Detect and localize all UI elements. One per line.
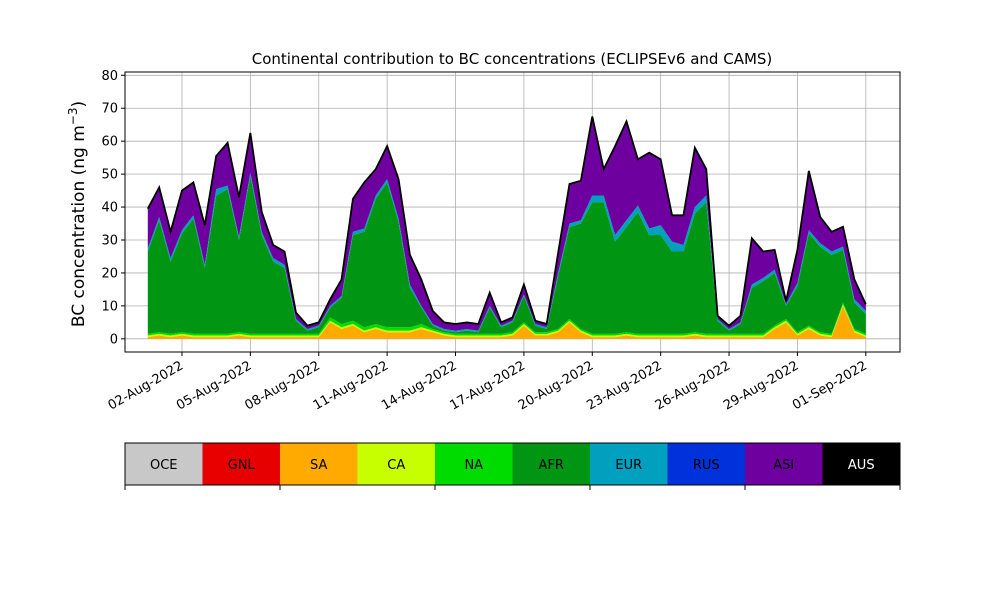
colorbar-swatch-ca <box>357 443 435 485</box>
y-axis-label-superscript: −3 <box>66 107 80 125</box>
colorbar-label-na: NA <box>464 458 483 473</box>
y-axis-label: BC concentration (ng m−3) <box>66 101 89 327</box>
x-tick-label: 05-Aug-2022 <box>174 358 254 413</box>
y-axis-label-text: BC concentration (ng m <box>69 125 89 327</box>
colorbar-label-ca: CA <box>387 458 405 473</box>
chart-title: Continental contribution to BC concentra… <box>252 50 773 68</box>
area-sa <box>147 305 866 339</box>
y-tick-label: 70 <box>101 102 118 117</box>
x-tick-label: 26-Aug-2022 <box>653 358 733 413</box>
x-tick-label: 20-Aug-2022 <box>516 358 596 413</box>
colorbar-frame <box>124 442 901 486</box>
colorbar-swatch-eur <box>590 443 668 485</box>
plot-frame <box>124 71 901 353</box>
stacked-areas <box>146 116 867 339</box>
y-tick-label: 40 <box>101 201 118 216</box>
x-tick-label: 29-Aug-2022 <box>721 358 801 413</box>
y-tick-label: 10 <box>101 299 118 314</box>
x-tick-label: 17-Aug-2022 <box>448 358 528 413</box>
total-line-aus <box>146 116 867 327</box>
colorbar-label-eur: EUR <box>615 458 642 473</box>
area-eur <box>147 172 866 333</box>
y-tick-label: 30 <box>101 234 118 249</box>
colorbar-label-asi: ASI <box>773 458 794 473</box>
y-tick-label: 60 <box>101 135 118 150</box>
colorbar-swatch-na <box>435 443 513 485</box>
area-afr <box>147 175 866 334</box>
colorbar-label-aus: AUS <box>848 458 875 473</box>
colorbar-swatch-aus <box>822 443 900 485</box>
colorbar-swatch-oce <box>125 443 203 485</box>
colorbar-label-oce: OCE <box>150 458 178 473</box>
colorbar-label-rus: RUS <box>693 458 720 473</box>
colorbar-swatch-asi <box>745 443 823 485</box>
x-tick-label: 08-Aug-2022 <box>242 358 322 413</box>
x-tick-label: 01-Sep-2022 <box>790 358 870 413</box>
y-tick-label: 20 <box>101 266 118 281</box>
x-tick-label: 14-Aug-2022 <box>379 358 459 413</box>
x-tick-label: 02-Aug-2022 <box>106 358 186 413</box>
y-axis-label-close: ) <box>69 101 89 108</box>
colorbar-legend: OCE GNL SA CA NA AFR EUR RUS ASI AUS <box>124 442 901 490</box>
colorbar-swatch-rus <box>667 443 745 485</box>
x-tick-label: 11-Aug-2022 <box>311 358 391 413</box>
y-tick-label: 0 <box>110 332 118 347</box>
colorbar-swatch-sa <box>280 443 358 485</box>
colorbar-label-afr: AFR <box>539 458 564 473</box>
colorbar-label-sa: SA <box>310 458 327 473</box>
x-tick-label: 23-Aug-2022 <box>584 358 664 413</box>
colorbar-swatch-gnl <box>202 443 280 485</box>
y-tick-label: 80 <box>101 69 118 84</box>
y-tick-label: 50 <box>101 168 118 183</box>
colorbar-label-gnl: GNL <box>228 458 256 473</box>
colorbar-swatch-afr <box>512 443 590 485</box>
